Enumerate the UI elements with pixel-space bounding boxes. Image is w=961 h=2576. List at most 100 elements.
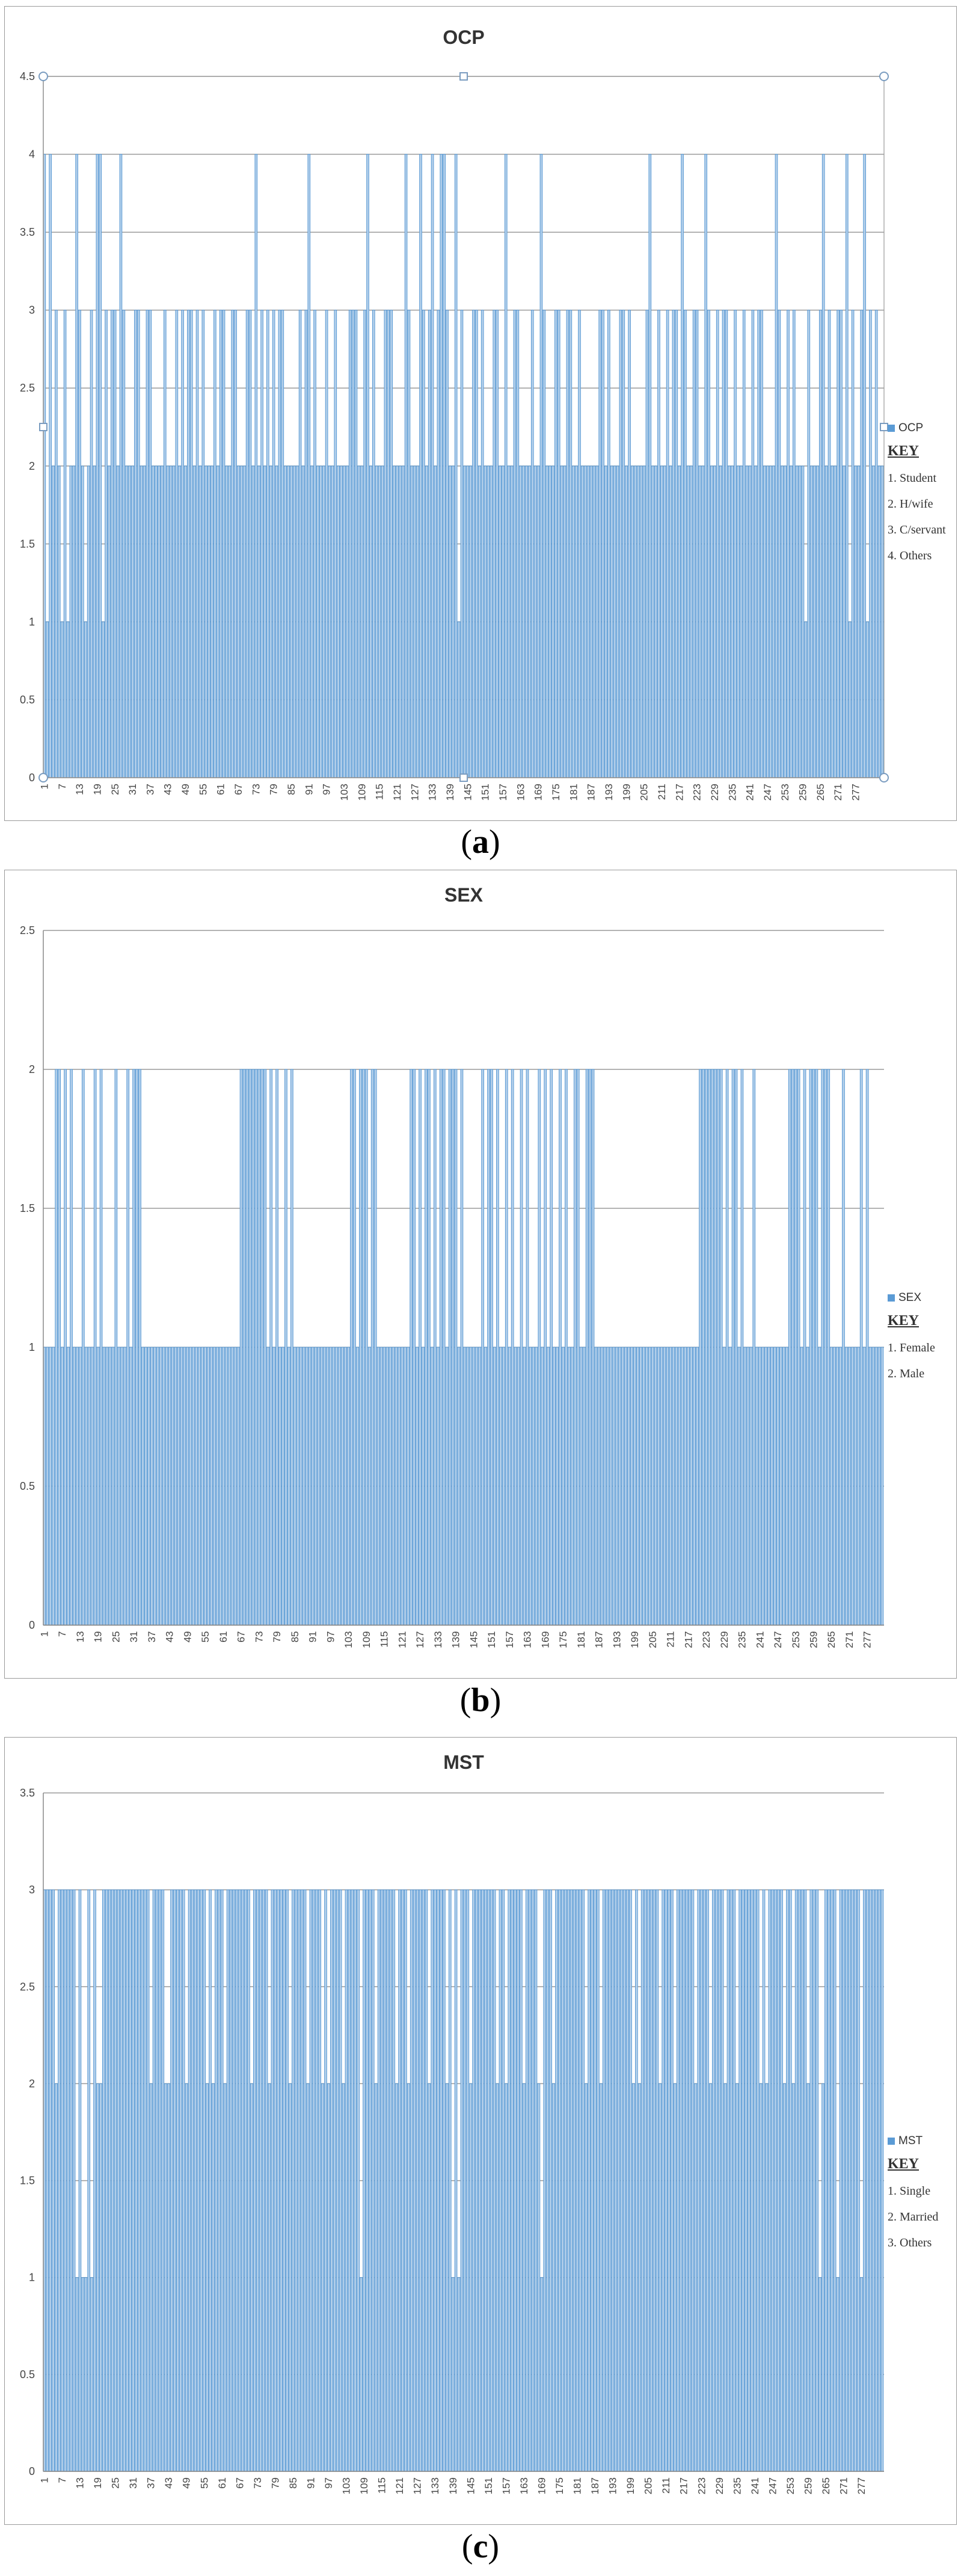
bar [314,1347,318,1626]
bar [857,466,861,778]
bar [207,466,210,778]
x-tick-label: 19 [93,1631,104,1643]
bar [466,466,470,778]
x-tick-label: 169 [539,1631,551,1648]
bar [800,1347,803,1626]
bar [451,466,455,778]
bar [169,466,173,778]
bar [135,1889,138,2472]
bar [797,1889,801,2472]
bar [232,1889,236,2472]
bar [836,1347,839,1626]
bar [238,1889,242,2472]
x-tick-label: 85 [286,784,297,795]
bar [413,1069,416,1626]
bar [558,1889,561,2472]
bar [761,1347,764,1626]
bar [223,2083,227,2472]
bar [821,1069,824,1626]
bar [675,1347,678,1626]
bar [93,466,96,778]
x-tick-label: 43 [162,784,174,795]
bar [791,2083,795,2472]
bar [880,466,884,778]
bar [581,466,584,778]
x-tick-label: 97 [325,1631,336,1643]
bar [90,310,93,778]
bar [788,1889,792,2472]
x-tick-label: 145 [462,784,473,801]
key-item: 3. Others [888,2236,932,2249]
bar [206,2083,209,2472]
bar [611,1889,615,2472]
bar [649,1889,653,2472]
y-tick-label: 2 [29,460,35,472]
figure-panel-mst: MST 0 0.5 1 1.5 2 2.5 3 3.5 1 7 13 19 25 31 37 43 49 55 61 6… [0,1732,961,2576]
bar [782,1347,785,1626]
key-title: KEY [888,1313,920,1329]
bar [171,1347,174,1626]
bar [573,1889,576,2472]
bar [754,466,758,778]
bar [691,1889,695,2472]
x-tick-label: 151 [483,2477,494,2494]
bar [729,1889,733,2472]
bar [280,1889,283,2472]
x-tick-label: 79 [271,1631,283,1643]
bar [735,2083,739,2472]
bar [610,466,613,778]
bar [787,310,790,778]
bar [336,1889,339,2472]
bar [287,466,290,778]
bar [726,1889,730,2472]
bar [713,466,716,778]
bar [880,1347,884,1626]
bar [660,1347,663,1626]
chart-ocp: OCP 0 0.5 1 1.5 2 2.5 3 3.5 4 4.5 1 7 13 19 25 31 37 43 49 5… [20,26,889,801]
bar [357,466,361,778]
bar [170,1889,173,2472]
bar [780,1889,783,2472]
bar [480,310,484,778]
bar [779,1347,782,1626]
bar [499,466,502,778]
bar [723,2083,727,2472]
bar [254,154,258,778]
bar [431,1889,434,2472]
bar [230,1347,234,1626]
bar [269,466,272,778]
bar [132,1069,135,1626]
x-tick-label: 19 [92,2477,103,2489]
bar [794,1069,797,1626]
bar [162,1347,165,1626]
bar [105,1889,108,2472]
bar [366,154,369,778]
bar [784,466,787,778]
bar [382,1347,386,1626]
x-tick-label: 157 [504,1631,515,1648]
bar [848,621,852,778]
bar [551,466,554,778]
bar [123,1347,127,1626]
bar [771,1889,775,2472]
bar [505,1069,508,1626]
bar [63,1889,67,2472]
x-tick-label: 55 [197,784,209,795]
bar [233,1347,237,1626]
bar [831,466,834,778]
bar [530,310,534,778]
x-tick-label: 259 [797,784,809,801]
bar [290,1069,293,1626]
bar [466,1347,470,1626]
bar [242,466,246,778]
bar [134,310,137,778]
bar [663,466,666,778]
bar [597,1889,600,2472]
bar [448,1069,452,1626]
bar [457,1347,461,1626]
bar [854,1889,857,2472]
bar [533,466,537,778]
bar [748,466,752,778]
bar [557,310,560,778]
bar [203,1889,206,2472]
